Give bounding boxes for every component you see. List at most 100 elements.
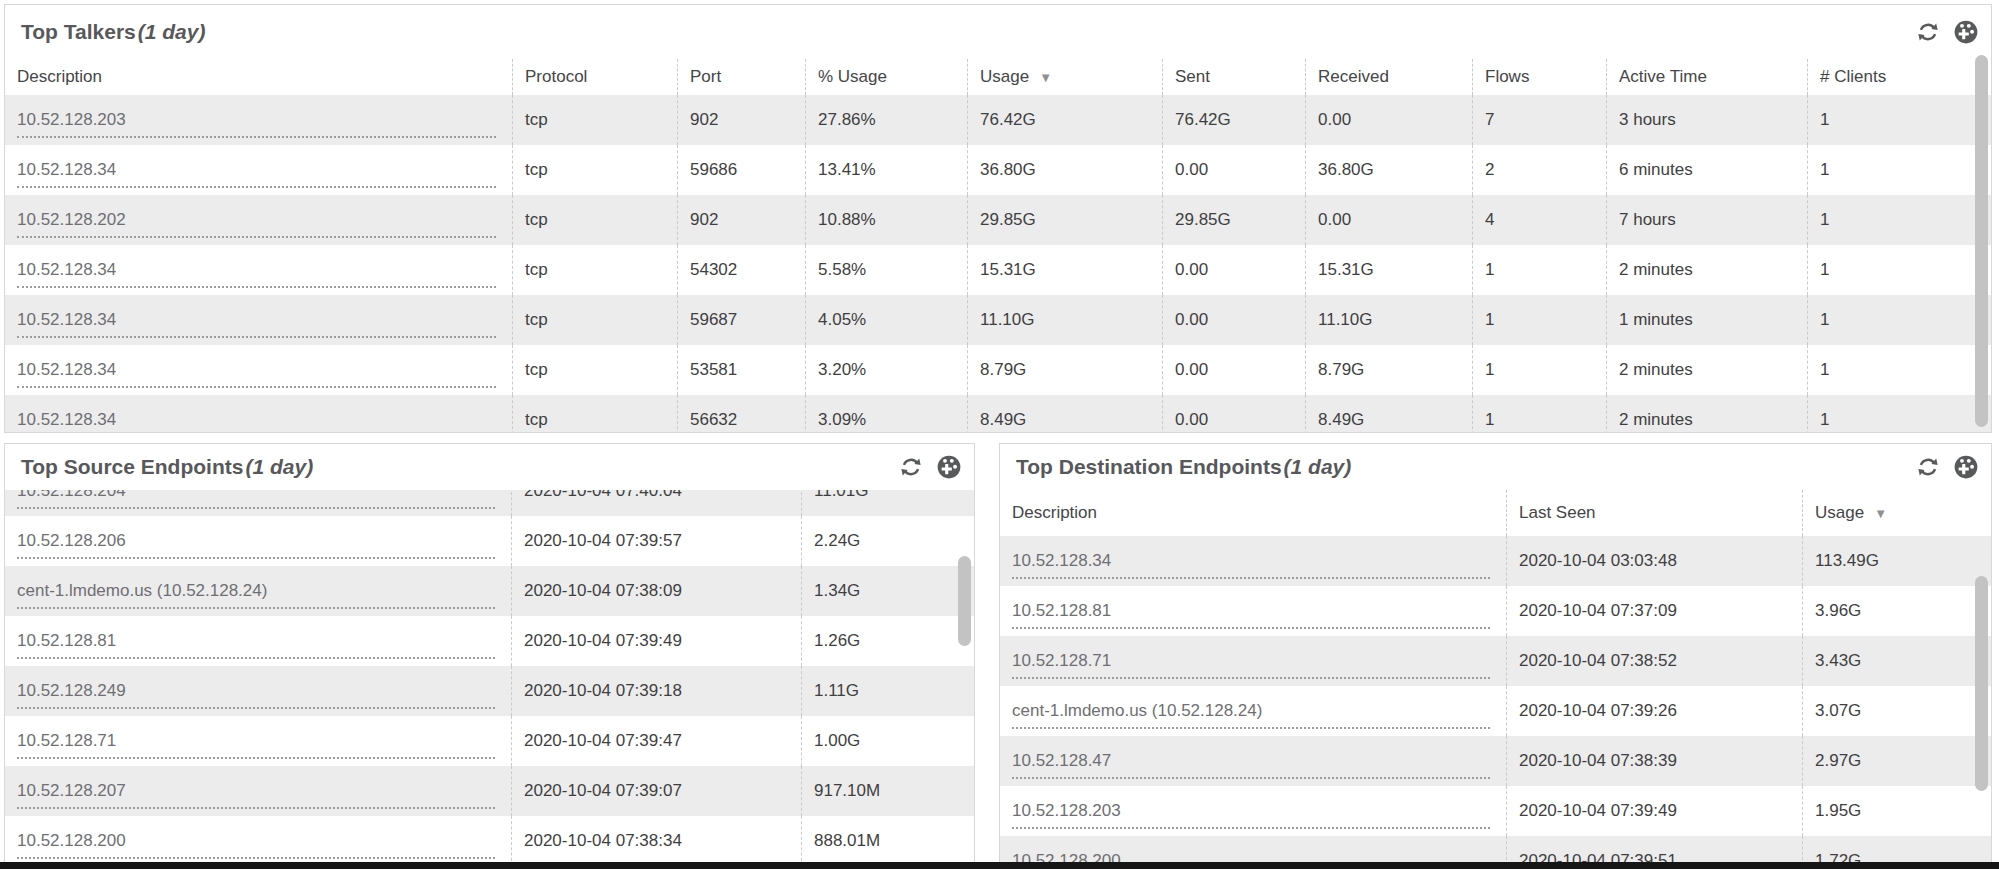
column-header-description[interactable]: Description xyxy=(1000,490,1506,536)
table-row[interactable]: 10.52.128.202tcp90210.88%29.85G29.85G0.0… xyxy=(5,195,1991,245)
table-row[interactable]: 10.52.128.34tcp566323.09%8.49G0.008.49G1… xyxy=(5,395,1991,433)
data-cell: 2020-10-04 07:39:57 xyxy=(511,516,801,566)
data-cell: tcp xyxy=(512,195,677,245)
sort-desc-icon: ▼ xyxy=(1039,71,1052,84)
column-header-description[interactable]: Description xyxy=(5,59,512,95)
description-cell[interactable]: 10.52.128.71 xyxy=(1000,636,1506,686)
data-cell: 2020-10-04 07:37:09 xyxy=(1506,586,1802,636)
vertical-scrollbar-thumb[interactable] xyxy=(1975,55,1988,427)
column-header-active-time[interactable]: Active Time xyxy=(1606,59,1807,95)
table-row[interactable]: 10.52.128.812020-10-04 07:39:491.26G xyxy=(5,616,974,666)
column-header-port[interactable]: Port xyxy=(677,59,805,95)
data-cell: 888.01M xyxy=(801,816,974,866)
data-cell: 1 xyxy=(1807,295,1991,345)
description-cell[interactable]: 10.52.128.47 xyxy=(1000,736,1506,786)
table-row[interactable]: 10.52.128.712020-10-04 07:39:471.00G xyxy=(5,716,974,766)
data-cell: 2020-10-04 07:39:47 xyxy=(511,716,801,766)
top-source-endpoints-panel: Top Source Endpoints(1 day) 10. xyxy=(4,443,975,869)
refresh-icon[interactable] xyxy=(1915,19,1941,45)
description-cell[interactable]: 10.52.128.203 xyxy=(5,95,512,145)
description-cell[interactable]: 10.52.128.34 xyxy=(5,395,512,433)
column-header-last-seen[interactable]: Last Seen xyxy=(1506,490,1802,536)
description-cell[interactable]: 10.52.128.249 xyxy=(5,666,511,716)
vertical-scrollbar-thumb[interactable] xyxy=(1975,576,1988,791)
data-cell: 1 xyxy=(1807,95,1991,145)
table-row[interactable]: 10.52.128.34tcp543025.58%15.31G0.0015.31… xyxy=(5,245,1991,295)
refresh-icon[interactable] xyxy=(898,454,924,480)
table-row[interactable]: 10.52.128.2032020-10-04 07:39:491.95G xyxy=(1000,786,1991,836)
table-row[interactable]: 10.52.128.2492020-10-04 07:39:181.11G xyxy=(5,666,974,716)
page-bottom-bar xyxy=(0,862,1999,869)
data-cell: 1.95G xyxy=(1802,786,1991,836)
column-header-sent[interactable]: Sent xyxy=(1162,59,1305,95)
description-cell[interactable]: 10.52.128.206 xyxy=(5,516,511,566)
table-row[interactable]: 10.52.128.34tcp535813.20%8.79G0.008.79G1… xyxy=(5,345,1991,395)
panel-title-text: Top Source Endpoints xyxy=(21,455,243,479)
widget-menu-icon[interactable] xyxy=(1953,454,1979,480)
description-cell[interactable]: 10.52.128.34 xyxy=(5,245,512,295)
widget-menu-icon[interactable] xyxy=(1953,19,1979,45)
data-cell: 2020-10-04 07:39:49 xyxy=(1506,786,1802,836)
table-row[interactable]: cent-1.lmdemo.us (10.52.128.24)2020-10-0… xyxy=(5,566,974,616)
data-cell: 4.05% xyxy=(805,295,967,345)
table-row[interactable]: 10.52.128.712020-10-04 07:38:523.43G xyxy=(1000,636,1991,686)
data-cell: 8.79G xyxy=(967,345,1162,395)
table-row[interactable]: 10.52.128.2002020-10-04 07:38:34888.01M xyxy=(5,816,974,866)
description-cell[interactable]: 10.52.128.34 xyxy=(1000,536,1506,586)
data-cell: 0.00 xyxy=(1162,245,1305,295)
refresh-icon[interactable] xyxy=(1915,454,1941,480)
data-cell: 0.00 xyxy=(1162,295,1305,345)
description-cell[interactable]: 10.52.128.34 xyxy=(5,345,512,395)
data-cell: 4 xyxy=(1472,195,1606,245)
column-header-flows[interactable]: Flows xyxy=(1472,59,1606,95)
description-cell[interactable]: 10.52.128.34 xyxy=(5,145,512,195)
table-row[interactable]: 10.52.128.342020-10-04 03:03:48113.49G xyxy=(1000,536,1991,586)
data-cell: 113.49G xyxy=(1802,536,1991,586)
description-cell[interactable]: 10.52.128.71 xyxy=(5,716,511,766)
data-cell: 2020-10-04 07:39:18 xyxy=(511,666,801,716)
table-row[interactable]: 10.52.128.812020-10-04 07:37:093.96G xyxy=(1000,586,1991,636)
data-cell: 1 xyxy=(1807,245,1991,295)
data-cell: 15.31G xyxy=(967,245,1162,295)
column-header-usage[interactable]: Usage▼ xyxy=(1802,490,1991,536)
data-cell: 0.00 xyxy=(1305,195,1472,245)
data-cell: 2020-10-04 07:38:52 xyxy=(1506,636,1802,686)
widget-menu-icon[interactable] xyxy=(936,454,962,480)
column-header-protocol[interactable]: Protocol xyxy=(512,59,677,95)
top-source-endpoints-title: Top Source Endpoints(1 day) xyxy=(5,444,974,490)
description-cell[interactable]: 10.52.128.34 xyxy=(5,295,512,345)
data-cell: 56632 xyxy=(677,395,805,433)
data-cell: tcp xyxy=(512,145,677,195)
table-row[interactable]: 10.52.128.34tcp5968613.41%36.80G0.0036.8… xyxy=(5,145,1991,195)
column-header-pct-usage[interactable]: % Usage xyxy=(805,59,967,95)
description-cell[interactable]: 10.52.128.203 xyxy=(1000,786,1506,836)
vertical-scrollbar-thumb[interactable] xyxy=(958,556,971,646)
description-cell[interactable]: 10.52.128.200 xyxy=(5,816,511,866)
table-row[interactable]: 10.52.128.2062020-10-04 07:39:572.24G xyxy=(5,516,974,566)
top-talkers-panel: Top Talkers(1 day) Descr xyxy=(4,4,1992,433)
description-cell[interactable]: 10.52.128.81 xyxy=(5,616,511,666)
table-row[interactable]: 10.52.128.203tcp90227.86%76.42G76.42G0.0… xyxy=(5,95,1991,145)
description-cell[interactable]: 10.52.128.81 xyxy=(1000,586,1506,636)
data-cell: 0.00 xyxy=(1162,345,1305,395)
description-cell[interactable]: cent-1.lmdemo.us (10.52.128.24) xyxy=(1000,686,1506,736)
table-row[interactable]: cent-1.lmdemo.us (10.52.128.24)2020-10-0… xyxy=(1000,686,1991,736)
table-row[interactable]: 10.52.128.2072020-10-04 07:39:07917.10M xyxy=(5,766,974,816)
description-cell[interactable]: cent-1.lmdemo.us (10.52.128.24) xyxy=(5,566,511,616)
column-header-usage[interactable]: Usage▼ xyxy=(967,59,1162,95)
table-row[interactable]: 10.52.128.472020-10-04 07:38:392.97G xyxy=(1000,736,1991,786)
table-header: Description Protocol Port % Usage Usage▼… xyxy=(5,59,1991,95)
column-header-received[interactable]: Received xyxy=(1305,59,1472,95)
table-row[interactable]: 10.52.128.34tcp596874.05%11.10G0.0011.10… xyxy=(5,295,1991,345)
data-cell: 1.00G xyxy=(801,716,974,766)
data-cell: 2 minutes xyxy=(1606,245,1807,295)
description-cell[interactable]: 10.52.128.202 xyxy=(5,195,512,245)
data-cell: 2020-10-04 07:39:49 xyxy=(511,616,801,666)
column-header-clients[interactable]: # Clients xyxy=(1807,59,1991,95)
data-cell: 27.86% xyxy=(805,95,967,145)
description-cell[interactable]: 10.52.128.207 xyxy=(5,766,511,816)
data-cell: 29.85G xyxy=(967,195,1162,245)
top-talkers-title: Top Talkers(1 day) xyxy=(5,5,1991,59)
data-cell: 15.31G xyxy=(1305,245,1472,295)
data-cell: 2 minutes xyxy=(1606,395,1807,433)
